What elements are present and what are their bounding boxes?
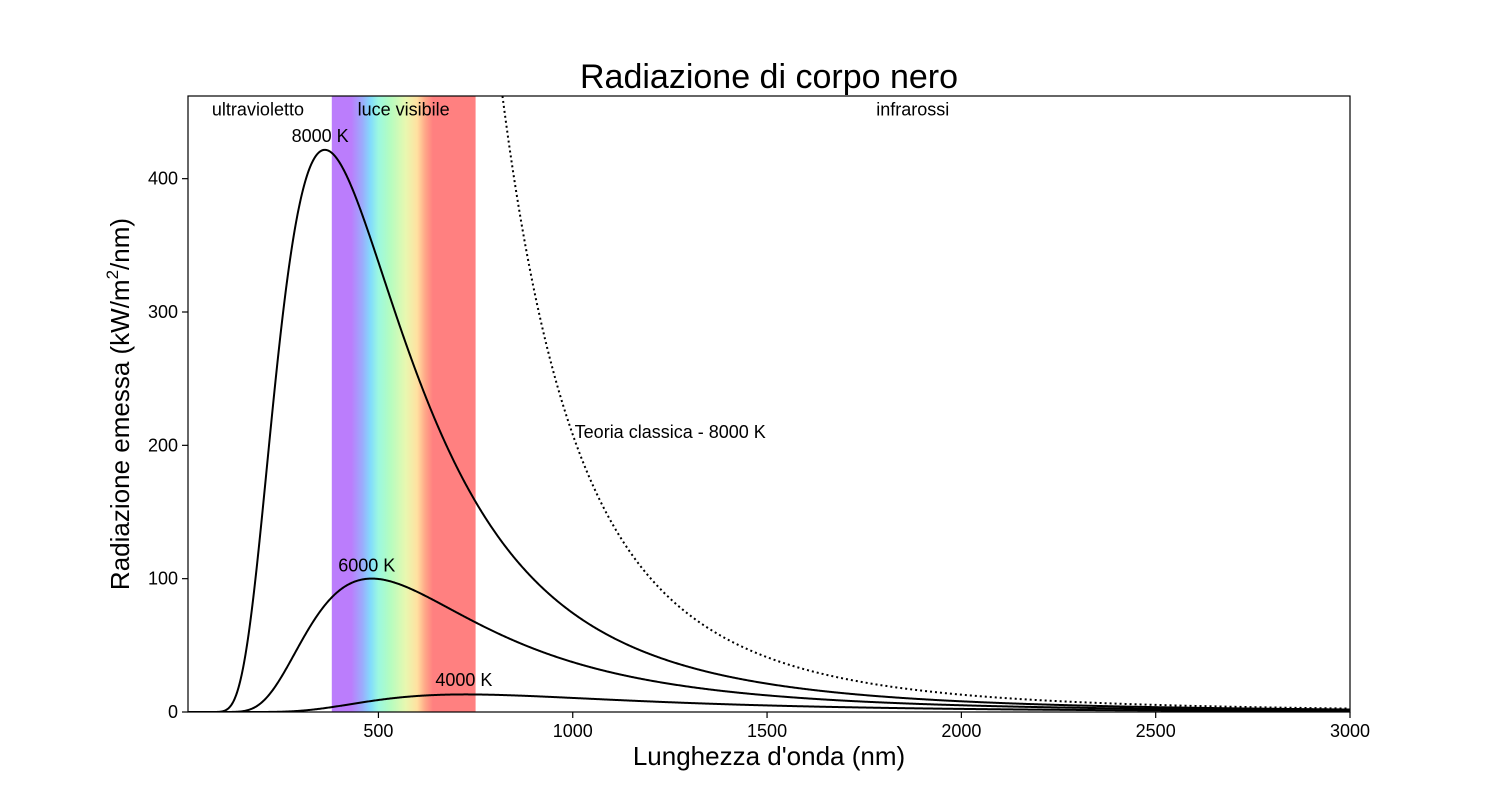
curves-group bbox=[188, 96, 1350, 712]
region-label-luce-visibile: luce visibile bbox=[358, 99, 450, 119]
series-label-8000-k: 8000 K bbox=[292, 126, 349, 146]
y-axis: 0 100 200 300 400 bbox=[148, 169, 188, 722]
region-label-infrarossi: infrarossi bbox=[876, 99, 949, 119]
x-tick-label: 1500 bbox=[747, 721, 787, 741]
y-tick-label: 300 bbox=[148, 302, 178, 322]
y-tick-label: 400 bbox=[148, 169, 178, 189]
visible-spectrum-band bbox=[331, 96, 476, 712]
chart-title: Radiazione di corpo nero bbox=[580, 58, 958, 96]
annotations-group: 8000 K 6000 K 4000 K Teoria classica - 8000… bbox=[212, 99, 949, 690]
x-tick-label: 2000 bbox=[941, 721, 981, 741]
plot-frame bbox=[187, 95, 1351, 713]
y-tick-label: 0 bbox=[168, 702, 178, 722]
series-label-6000-k: 6000 K bbox=[338, 555, 395, 575]
x-tick-label: 1000 bbox=[553, 721, 593, 741]
curve-4000-k bbox=[188, 693, 1350, 712]
y-axis-label: Radiazione emessa (kW/m2/nm) bbox=[103, 218, 135, 590]
curve-teoria-classica-8000-k bbox=[501, 96, 1350, 710]
x-tick-label: 500 bbox=[363, 721, 393, 741]
plot-area: 8000 K 6000 K 4000 K Teoria classica - 8000… bbox=[187, 95, 1351, 713]
x-tick-label: 2500 bbox=[1136, 721, 1176, 741]
series-label-teoria-classica-8000-k: Teoria classica - 8000 K bbox=[575, 422, 766, 442]
y-tick-label: 100 bbox=[148, 569, 178, 589]
curve-8000-k bbox=[188, 148, 1350, 712]
y-axis-label-unit: /nm) bbox=[105, 218, 135, 270]
y-tick-label: 200 bbox=[148, 435, 178, 455]
x-axis-label: Lunghezza d'onda (nm) bbox=[633, 741, 905, 771]
x-tick-label: 3000 bbox=[1330, 721, 1370, 741]
x-axis: 500 1000 1500 2000 2500 3000 bbox=[363, 712, 1370, 741]
y-axis-label-main: Radiazione emessa (kW/m bbox=[105, 279, 135, 590]
curve-6000-k bbox=[188, 577, 1350, 712]
y-axis-label-superscript: 2 bbox=[103, 270, 122, 279]
region-label-ultravioletto: ultravioletto bbox=[212, 99, 304, 119]
series-label-4000-k: 4000 K bbox=[435, 670, 492, 690]
